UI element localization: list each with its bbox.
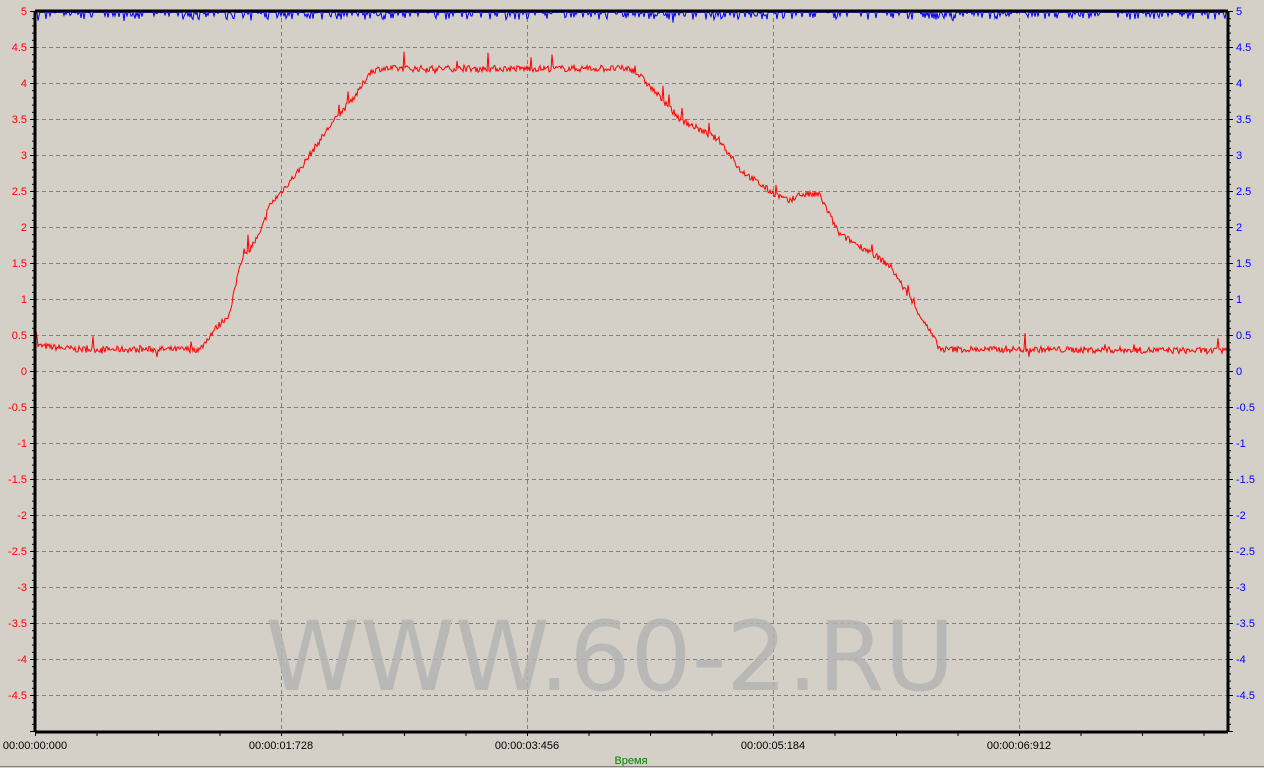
y-tick-label-left: -3 <box>17 582 27 594</box>
y-tick-label-left: -3.5 <box>8 618 27 630</box>
y-tick-label-left: -2.5 <box>8 546 27 558</box>
y-tick-label-right: 0 <box>1236 366 1242 378</box>
y-tick-label-left: 1 <box>21 294 27 306</box>
y-tick-label-left: 4.5 <box>12 42 27 54</box>
y-tick-label-right: -4.5 <box>1236 690 1255 702</box>
y-tick-label-right: 3 <box>1236 150 1242 162</box>
y-tick-label-left: 0.5 <box>12 330 27 342</box>
y-tick-label-right: 0.5 <box>1236 330 1251 342</box>
y-tick-label-right: 5 <box>1236 6 1242 18</box>
y-tick-label-left: -0.5 <box>8 402 27 414</box>
tick-labels: 5 5 4.5 4.5 4 4 3.5 3.5 3 3 2.5 2.5 2 2 1.5 1.5 1 1 0.5 0.5… <box>3 6 1255 752</box>
series-line-red <box>34 51 1229 358</box>
y-tick-label-right: 2 <box>1236 222 1242 234</box>
y-tick-label-left: -1 <box>17 438 27 450</box>
x-tick-label: 00:00:06:912 <box>987 740 1051 752</box>
y-tick-label-left: 1.5 <box>12 258 27 270</box>
y-tick-label-right: 4.5 <box>1236 42 1251 54</box>
y-tick-label-right: -3.5 <box>1236 618 1255 630</box>
watermark: WWW.60-2.RU <box>265 601 955 713</box>
y-tick-label-right: -1.5 <box>1236 474 1255 486</box>
x-tick-label: 00:00:01:728 <box>249 740 313 752</box>
y-tick-label-left: -4 <box>17 654 27 666</box>
y-tick-label-right: 4 <box>1236 78 1242 90</box>
y-tick-label-left: 5 <box>21 6 27 18</box>
y-tick-label-right: -3 <box>1236 582 1246 594</box>
y-tick-label-left: 2.5 <box>12 186 27 198</box>
y-tick-label-left: 3 <box>21 150 27 162</box>
y-tick-label-right: 3.5 <box>1236 114 1251 126</box>
y-tick-label-right: 1.5 <box>1236 258 1251 270</box>
y-tick-label-left: -4.5 <box>8 690 27 702</box>
y-tick-label-left: 2 <box>21 222 27 234</box>
y-tick-label-left: -2 <box>17 510 27 522</box>
grid <box>35 11 1228 731</box>
y-tick-label-right: -4 <box>1236 654 1246 666</box>
x-axis-label: Время <box>614 755 647 767</box>
x-tick-label: 00:00:00:000 <box>3 740 67 752</box>
y-tick-label-left: -1.5 <box>8 474 27 486</box>
y-tick-label-left: 4 <box>21 78 27 90</box>
axes <box>30 9 1233 736</box>
y-tick-label-right: 2.5 <box>1236 186 1251 198</box>
x-tick-label: 00:00:05:184 <box>741 740 805 752</box>
y-tick-label-right: -2 <box>1236 510 1246 522</box>
y-tick-label-right: 1 <box>1236 294 1242 306</box>
y-tick-label-left: 3.5 <box>12 114 27 126</box>
y-tick-label-right: -2.5 <box>1236 546 1255 558</box>
y-tick-label-right: -0.5 <box>1236 402 1255 414</box>
y-tick-label-right: -1 <box>1236 438 1246 450</box>
x-tick-label: 00:00:03:456 <box>495 740 559 752</box>
y-tick-label-left: 0 <box>21 366 27 378</box>
